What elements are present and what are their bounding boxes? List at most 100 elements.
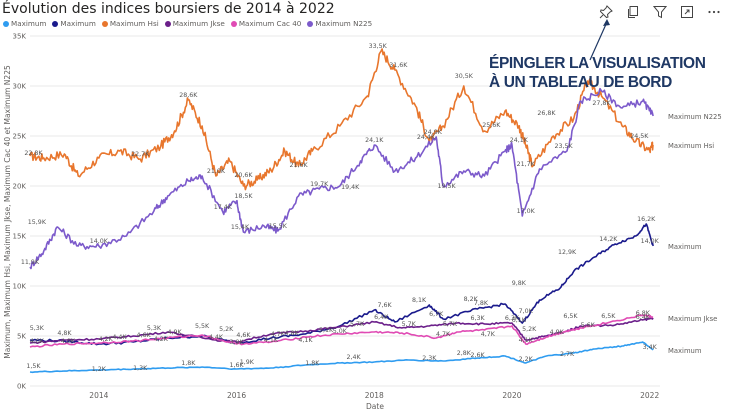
pin-icon[interactable] bbox=[596, 2, 616, 22]
data-label: 19,4K bbox=[341, 184, 360, 191]
data-label: 24,9K bbox=[424, 129, 443, 136]
data-label: 7,8K bbox=[474, 300, 489, 307]
data-label: 6,8K bbox=[636, 310, 651, 317]
legend-label: Maximum bbox=[11, 19, 47, 28]
data-label: 25,6K bbox=[482, 122, 501, 129]
legend-item[interactable]: Maximum bbox=[52, 19, 96, 28]
legend-marker bbox=[230, 20, 237, 27]
data-label: 5,1K bbox=[319, 327, 334, 334]
legend-marker bbox=[307, 20, 314, 27]
data-label: 1,9K bbox=[240, 359, 255, 366]
more-options-icon[interactable] bbox=[704, 2, 724, 22]
legend-item[interactable]: Maximum Cac 40 bbox=[230, 19, 301, 28]
data-label: 3,9K bbox=[229, 339, 244, 346]
data-label: 2,8K bbox=[457, 350, 472, 357]
data-label: 8,2K bbox=[464, 296, 479, 303]
data-label: 4,9K bbox=[168, 329, 183, 336]
data-label: 4,6K bbox=[137, 332, 152, 339]
filter-icon[interactable] bbox=[650, 2, 670, 22]
data-label: 4,4K bbox=[112, 334, 127, 341]
legend-item[interactable]: Maximum bbox=[3, 19, 46, 28]
data-label: 5,5K bbox=[195, 323, 210, 330]
data-label: 21,0K bbox=[207, 168, 226, 175]
focus-mode-icon[interactable] bbox=[677, 2, 697, 22]
legend-label: Maximum N225 bbox=[315, 19, 373, 28]
x-tick-label: 2022 bbox=[640, 391, 659, 400]
data-label: 21,7K bbox=[517, 161, 536, 168]
data-label: 4,9K bbox=[550, 329, 565, 336]
data-label: 5,3K bbox=[147, 325, 162, 332]
x-tick-label: 2016 bbox=[227, 391, 246, 400]
data-label: 17,4K bbox=[214, 204, 233, 211]
data-label: 31,6K bbox=[389, 62, 408, 69]
series-end-label: Maximum bbox=[668, 347, 702, 355]
callout-line-2: À UN TABLEAU DE BORD bbox=[489, 74, 672, 91]
data-label: 5,6K bbox=[581, 322, 596, 329]
data-label: 15,5K bbox=[269, 223, 288, 230]
series-line[interactable] bbox=[29, 341, 654, 374]
data-label: 5,7K bbox=[350, 321, 365, 328]
callout-arrow bbox=[589, 21, 608, 61]
series-line[interactable] bbox=[29, 87, 654, 270]
legend-item[interactable]: Maximum Hsi bbox=[101, 19, 159, 28]
legend-marker bbox=[101, 20, 108, 27]
copy-icon[interactable] bbox=[623, 2, 643, 22]
data-label: 2,2K bbox=[519, 356, 534, 363]
data-label: 4,7K bbox=[271, 331, 286, 338]
series-end-label: Maximum Hsi bbox=[668, 142, 714, 150]
y-tick-label: 15K bbox=[13, 233, 27, 241]
x-axis: 2014 2016 2018 2020 2022 bbox=[89, 391, 659, 400]
data-label: 1,3K bbox=[133, 365, 148, 372]
data-label: 9,8K bbox=[512, 280, 527, 287]
data-label: 14,2K bbox=[599, 236, 618, 243]
data-label: 1,8K bbox=[305, 360, 320, 367]
data-label: 7,6K bbox=[378, 302, 393, 309]
pin-callout: ÉPINGLER LA VISUALISATION À UN TABLEAU D… bbox=[489, 54, 729, 92]
data-label: 1,2K bbox=[92, 366, 107, 373]
series-end-labels: Maximum Hsi Maximum N225 Maximum Maximum Jk… bbox=[668, 113, 722, 355]
data-label: 17,0K bbox=[517, 208, 536, 215]
legend-label: Maximum bbox=[60, 19, 96, 28]
chart-legend: Maximum Maximum Maximum Hsi Maximum Jkse Max… bbox=[3, 19, 372, 28]
data-label: 23,5K bbox=[555, 143, 574, 150]
data-label: 24,5K bbox=[630, 133, 649, 140]
data-label: 6,7K bbox=[429, 311, 444, 318]
legend-marker bbox=[52, 20, 59, 27]
data-label: 6,3K bbox=[505, 315, 520, 322]
y-tick-label: 35K bbox=[13, 33, 27, 41]
data-label: 4,7K bbox=[481, 331, 496, 338]
series-line[interactable] bbox=[29, 317, 654, 344]
data-label: 8,1K bbox=[412, 297, 427, 304]
legend-item[interactable]: Maximum N225 bbox=[307, 19, 372, 28]
data-label: 24,1K bbox=[365, 137, 384, 144]
series-line[interactable] bbox=[29, 48, 654, 191]
data-label: 5,0K bbox=[333, 328, 348, 335]
data-label: 5,3K bbox=[30, 325, 45, 332]
series-end-label: Maximum N225 bbox=[668, 113, 722, 121]
grid-lines bbox=[30, 35, 660, 387]
x-tick-label: 2020 bbox=[502, 391, 521, 400]
data-label: 4,7K bbox=[436, 331, 451, 338]
legend-label: Maximum Hsi bbox=[109, 19, 159, 28]
data-label: 11,9K bbox=[21, 259, 40, 266]
data-label: 24,1K bbox=[510, 137, 529, 144]
data-label: 4,0K bbox=[61, 338, 76, 345]
data-label: 14,0K bbox=[90, 238, 109, 245]
chart-title: Évolution des indices boursiers de 2014 … bbox=[2, 1, 335, 17]
series-end-label: Maximum Jkse bbox=[668, 315, 717, 323]
data-label: 2,7K bbox=[560, 351, 575, 358]
data-label: 2,4K bbox=[347, 354, 362, 361]
legend-label: Maximum Jkse bbox=[172, 19, 225, 28]
data-label: 16,2K bbox=[637, 216, 656, 223]
data-label: 4,2K bbox=[99, 336, 114, 343]
y-tick-label: 25K bbox=[13, 133, 27, 141]
x-axis-title: Date bbox=[366, 402, 384, 411]
callout-line-1: ÉPINGLER LA VISUALISATION bbox=[489, 55, 706, 72]
legend-marker bbox=[3, 20, 9, 27]
y-tick-label: 0K bbox=[17, 383, 26, 391]
data-label: 6,4K bbox=[374, 314, 389, 321]
series-line[interactable] bbox=[29, 314, 654, 348]
legend-item[interactable]: Maximum Jkse bbox=[164, 19, 225, 28]
data-label: 15,4K bbox=[231, 224, 250, 231]
data-label: 4,4K bbox=[209, 334, 224, 341]
